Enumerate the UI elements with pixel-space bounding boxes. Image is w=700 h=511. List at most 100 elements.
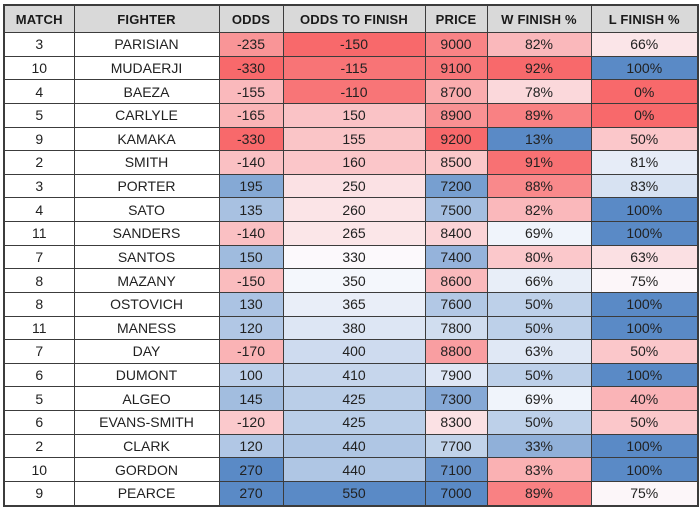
cell-l_finish_pct[interactable]: 75% <box>590 268 699 293</box>
cell-w_finish_pct[interactable]: 63% <box>486 339 592 364</box>
cell-odds_to_finish[interactable]: 365 <box>282 291 426 317</box>
cell-price[interactable]: 7700 <box>424 433 488 459</box>
cell-w_finish_pct[interactable]: 50% <box>486 410 592 435</box>
cell-odds_to_finish[interactable]: 425 <box>282 386 426 411</box>
cell-w_finish_pct[interactable]: 66% <box>486 268 592 293</box>
cell-odds_to_finish[interactable]: 550 <box>282 480 426 507</box>
cell-w_finish_pct[interactable]: 82% <box>486 197 592 222</box>
cell-w_finish_pct[interactable]: 89% <box>486 102 592 128</box>
cell-price[interactable]: 8600 <box>424 268 488 293</box>
cell-fighter[interactable]: KAMAKA <box>73 126 220 152</box>
cell-fighter[interactable]: OSTOVICH <box>73 291 220 317</box>
cell-odds_to_finish[interactable]: 400 <box>282 339 426 364</box>
cell-odds[interactable]: -235 <box>218 32 284 57</box>
cell-match[interactable]: 4 <box>3 197 75 222</box>
cell-match[interactable]: 8 <box>3 268 75 293</box>
cell-price[interactable]: 7100 <box>424 457 488 482</box>
cell-w_finish_pct[interactable]: 89% <box>486 480 592 507</box>
cell-fighter[interactable]: GORDON <box>73 457 220 482</box>
cell-match[interactable]: 5 <box>3 102 75 128</box>
cell-price[interactable]: 7300 <box>424 386 488 411</box>
cell-fighter[interactable]: MAZANY <box>73 268 220 293</box>
cell-odds[interactable]: 150 <box>218 244 284 270</box>
cell-fighter[interactable]: MUDAERJI <box>73 55 220 81</box>
cell-price[interactable]: 8800 <box>424 339 488 364</box>
cell-price[interactable]: 7800 <box>424 315 488 341</box>
cell-odds[interactable]: 270 <box>218 457 284 482</box>
cell-match[interactable]: 2 <box>3 433 75 459</box>
cell-fighter[interactable]: SMITH <box>73 150 220 175</box>
cell-price[interactable]: 9000 <box>424 32 488 57</box>
cell-odds_to_finish[interactable]: 380 <box>282 315 426 341</box>
cell-l_finish_pct[interactable]: 50% <box>590 126 699 152</box>
cell-match[interactable]: 10 <box>3 55 75 81</box>
cell-odds[interactable]: -155 <box>218 79 284 104</box>
cell-fighter[interactable]: DAY <box>73 339 220 364</box>
cell-w_finish_pct[interactable]: 50% <box>486 315 592 341</box>
cell-odds[interactable]: -330 <box>218 55 284 81</box>
cell-l_finish_pct[interactable]: 66% <box>590 32 699 57</box>
cell-odds[interactable]: 195 <box>218 173 284 199</box>
cell-l_finish_pct[interactable]: 100% <box>590 197 699 222</box>
cell-match[interactable]: 3 <box>3 32 75 57</box>
cell-l_finish_pct[interactable]: 100% <box>590 433 699 459</box>
cell-l_finish_pct[interactable]: 100% <box>590 362 699 388</box>
cell-price[interactable]: 7500 <box>424 197 488 222</box>
cell-price[interactable]: 9100 <box>424 55 488 81</box>
cell-l_finish_pct[interactable]: 63% <box>590 244 699 270</box>
cell-odds[interactable]: -120 <box>218 410 284 435</box>
cell-odds[interactable]: 270 <box>218 480 284 507</box>
cell-match[interactable]: 7 <box>3 339 75 364</box>
cell-w_finish_pct[interactable]: 83% <box>486 457 592 482</box>
cell-l_finish_pct[interactable]: 50% <box>590 339 699 364</box>
cell-price[interactable]: 8700 <box>424 79 488 104</box>
cell-odds_to_finish[interactable]: 160 <box>282 150 426 175</box>
cell-price[interactable]: 7000 <box>424 480 488 507</box>
cell-odds_to_finish[interactable]: 250 <box>282 173 426 199</box>
cell-match[interactable]: 4 <box>3 79 75 104</box>
cell-fighter[interactable]: EVANS-SMITH <box>73 410 220 435</box>
cell-price[interactable]: 8400 <box>424 221 488 246</box>
cell-odds[interactable]: 130 <box>218 291 284 317</box>
cell-match[interactable]: 7 <box>3 244 75 270</box>
cell-odds_to_finish[interactable]: -115 <box>282 55 426 81</box>
cell-match[interactable]: 6 <box>3 362 75 388</box>
cell-match[interactable]: 9 <box>3 126 75 152</box>
cell-l_finish_pct[interactable]: 100% <box>590 315 699 341</box>
cell-odds_to_finish[interactable]: 410 <box>282 362 426 388</box>
cell-price[interactable]: 7900 <box>424 362 488 388</box>
cell-l_finish_pct[interactable]: 81% <box>590 150 699 175</box>
cell-w_finish_pct[interactable]: 92% <box>486 55 592 81</box>
cell-odds[interactable]: -140 <box>218 221 284 246</box>
cell-l_finish_pct[interactable]: 0% <box>590 102 699 128</box>
cell-w_finish_pct[interactable]: 69% <box>486 386 592 411</box>
cell-odds_to_finish[interactable]: 440 <box>282 433 426 459</box>
cell-odds_to_finish[interactable]: 350 <box>282 268 426 293</box>
cell-w_finish_pct[interactable]: 91% <box>486 150 592 175</box>
cell-price[interactable]: 8900 <box>424 102 488 128</box>
cell-w_finish_pct[interactable]: 82% <box>486 32 592 57</box>
cell-l_finish_pct[interactable]: 75% <box>590 480 699 507</box>
cell-fighter[interactable]: SANTOS <box>73 244 220 270</box>
cell-l_finish_pct[interactable]: 0% <box>590 79 699 104</box>
cell-match[interactable]: 11 <box>3 221 75 246</box>
cell-odds_to_finish[interactable]: -150 <box>282 32 426 57</box>
cell-match[interactable]: 11 <box>3 315 75 341</box>
cell-odds_to_finish[interactable]: -110 <box>282 79 426 104</box>
cell-price[interactable]: 8500 <box>424 150 488 175</box>
cell-fighter[interactable]: CARLYLE <box>73 102 220 128</box>
cell-price[interactable]: 9200 <box>424 126 488 152</box>
cell-odds[interactable]: -165 <box>218 102 284 128</box>
cell-l_finish_pct[interactable]: 83% <box>590 173 699 199</box>
cell-odds[interactable]: -150 <box>218 268 284 293</box>
cell-odds_to_finish[interactable]: 330 <box>282 244 426 270</box>
cell-odds[interactable]: -170 <box>218 339 284 364</box>
cell-odds[interactable]: 135 <box>218 197 284 222</box>
cell-w_finish_pct[interactable]: 88% <box>486 173 592 199</box>
cell-odds[interactable]: 100 <box>218 362 284 388</box>
cell-fighter[interactable]: PEARCE <box>73 480 220 507</box>
cell-l_finish_pct[interactable]: 40% <box>590 386 699 411</box>
cell-match[interactable]: 8 <box>3 291 75 317</box>
cell-odds[interactable]: -330 <box>218 126 284 152</box>
cell-w_finish_pct[interactable]: 33% <box>486 433 592 459</box>
